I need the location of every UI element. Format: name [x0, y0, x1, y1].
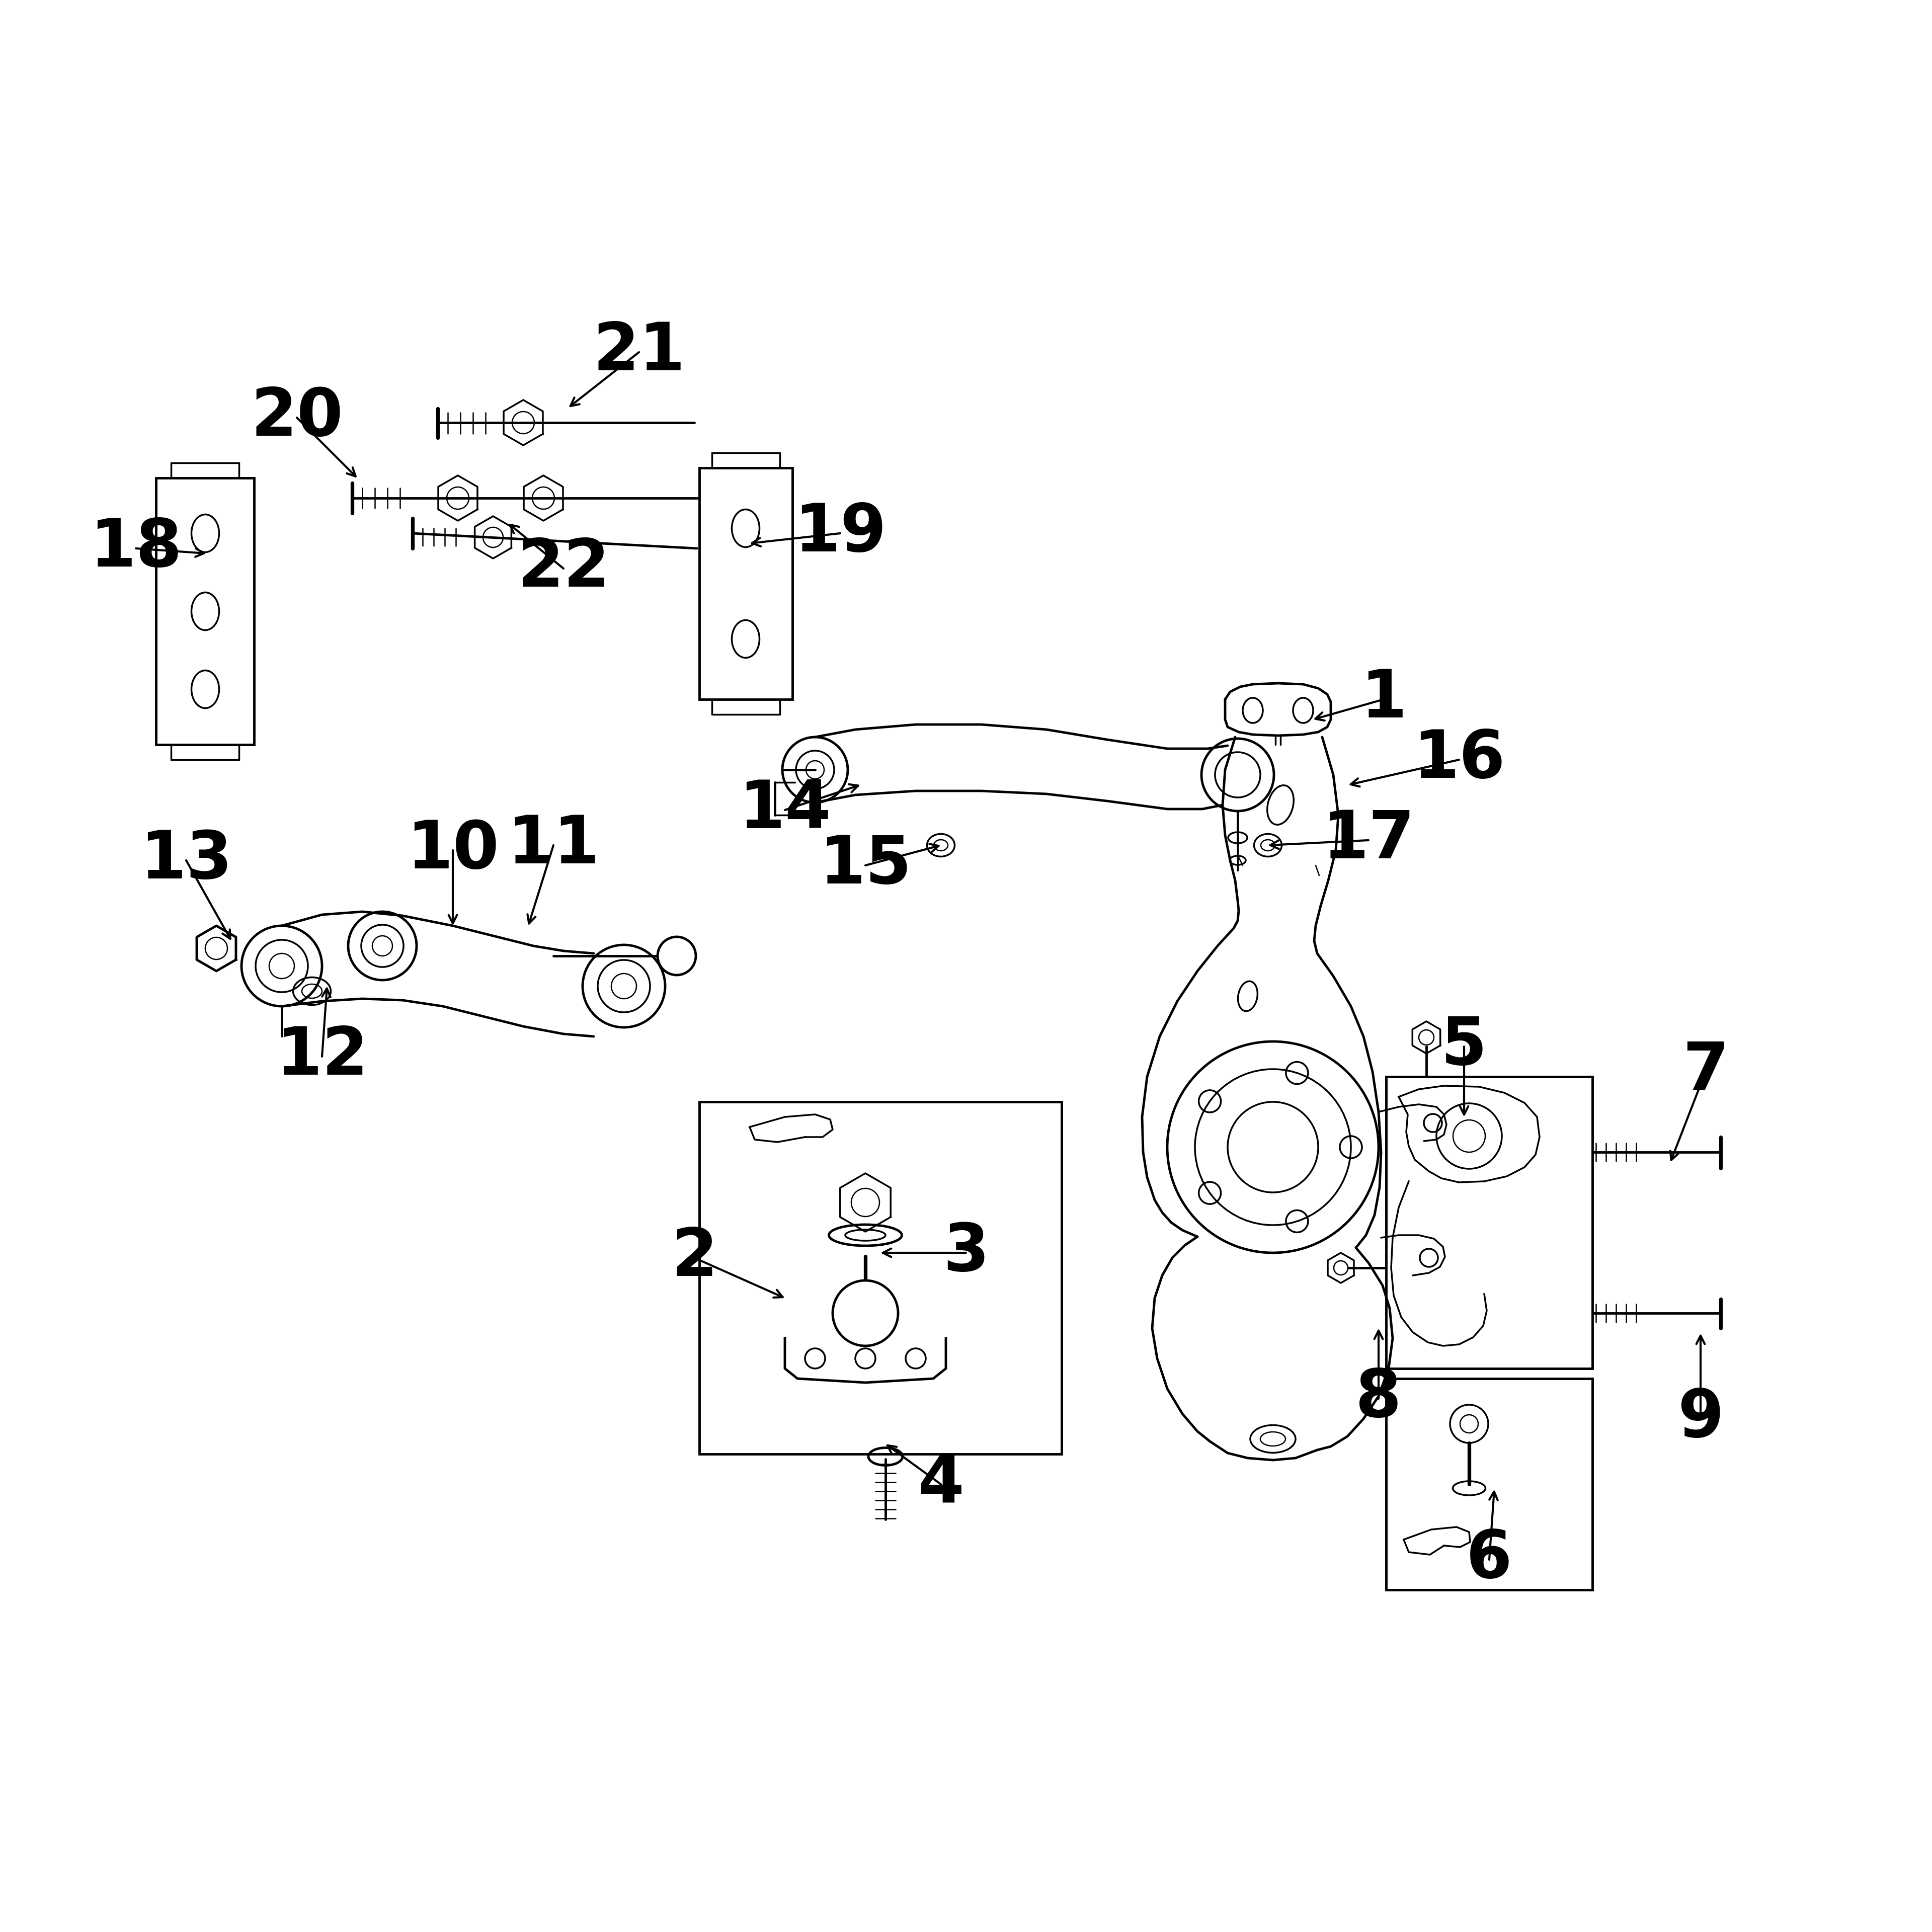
Text: 18: 18 — [89, 516, 182, 580]
Text: 15: 15 — [819, 833, 912, 896]
Text: 12: 12 — [276, 1024, 369, 1088]
Text: 21: 21 — [593, 321, 686, 384]
Text: 3: 3 — [943, 1221, 989, 1285]
Text: 4: 4 — [918, 1453, 964, 1517]
Circle shape — [242, 925, 323, 1007]
Text: 9: 9 — [1677, 1387, 1723, 1451]
Polygon shape — [1225, 684, 1331, 736]
Circle shape — [583, 945, 665, 1028]
Text: 20: 20 — [251, 386, 344, 450]
Text: 8: 8 — [1356, 1366, 1401, 1430]
Polygon shape — [784, 1339, 947, 1383]
Text: 19: 19 — [794, 502, 887, 566]
Circle shape — [657, 937, 696, 976]
Text: 2: 2 — [670, 1227, 717, 1291]
Text: 5: 5 — [1441, 1014, 1488, 1078]
Bar — [156, 477, 255, 744]
Polygon shape — [1399, 1086, 1540, 1182]
Text: 11: 11 — [508, 813, 599, 877]
Bar — [699, 1101, 1061, 1455]
Text: 10: 10 — [406, 819, 498, 883]
Text: 13: 13 — [139, 829, 232, 893]
Circle shape — [1167, 1041, 1379, 1252]
Bar — [1385, 1076, 1592, 1368]
Text: 14: 14 — [738, 779, 831, 842]
Bar — [1385, 1379, 1592, 1590]
Text: 6: 6 — [1466, 1528, 1513, 1592]
Circle shape — [833, 1281, 898, 1347]
Text: 17: 17 — [1321, 808, 1414, 871]
Text: 1: 1 — [1360, 667, 1406, 732]
Text: 16: 16 — [1412, 728, 1505, 792]
Bar — [699, 468, 792, 699]
Text: 22: 22 — [518, 537, 611, 601]
Circle shape — [348, 912, 417, 980]
Text: 7: 7 — [1683, 1039, 1729, 1103]
